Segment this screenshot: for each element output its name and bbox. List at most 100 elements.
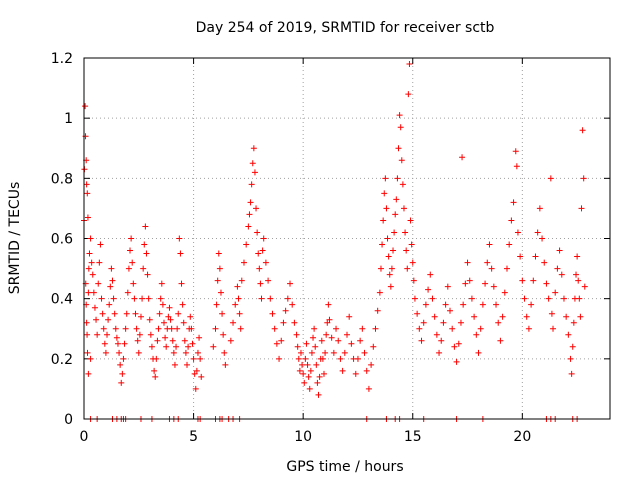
- data-point: [455, 340, 462, 347]
- data-point: [490, 283, 497, 290]
- data-point: [565, 331, 572, 338]
- data-point: [114, 340, 121, 347]
- data-point: [116, 349, 123, 356]
- data-point: [305, 373, 312, 380]
- data-point: [187, 313, 194, 320]
- data-point: [221, 349, 228, 356]
- data-point: [578, 205, 585, 212]
- data-point: [156, 310, 163, 317]
- data-point: [348, 340, 355, 347]
- data-point: [105, 316, 112, 323]
- data-point: [495, 319, 502, 326]
- data-point: [379, 241, 386, 248]
- data-point: [258, 295, 265, 302]
- data-point: [459, 154, 466, 161]
- data-point: [83, 181, 90, 188]
- data-point: [468, 295, 475, 302]
- data-point: [384, 235, 391, 242]
- data-point: [246, 211, 253, 218]
- data-point: [134, 337, 141, 344]
- data-point: [222, 361, 229, 368]
- data-point: [418, 337, 425, 344]
- data-point: [106, 301, 113, 308]
- data-point: [506, 241, 513, 248]
- data-point: [255, 250, 262, 257]
- data-point: [104, 331, 111, 338]
- data-point: [464, 259, 471, 266]
- data-point: [157, 295, 164, 302]
- data-point: [177, 250, 184, 257]
- data-point: [278, 337, 285, 344]
- data-point: [359, 325, 366, 332]
- data-point: [341, 349, 348, 356]
- data-point: [118, 379, 125, 386]
- data-point: [291, 319, 298, 326]
- data-point: [110, 295, 117, 302]
- data-point: [189, 340, 196, 347]
- data-point: [214, 277, 221, 284]
- data-point: [354, 355, 361, 362]
- data-point: [306, 385, 313, 392]
- data-point: [380, 217, 387, 224]
- data-point: [392, 211, 399, 218]
- data-point: [130, 280, 137, 287]
- data-point: [381, 190, 388, 197]
- y-tick-label: 1: [64, 111, 73, 127]
- data-point: [151, 367, 158, 374]
- data-point: [100, 325, 107, 332]
- data-point: [293, 331, 300, 338]
- data-point: [87, 235, 94, 242]
- data-point: [196, 334, 203, 341]
- data-point: [169, 337, 176, 344]
- data-point: [363, 367, 370, 374]
- data-point: [141, 241, 148, 248]
- data-point: [249, 160, 256, 167]
- data-point: [174, 325, 181, 332]
- data-point: [410, 277, 417, 284]
- data-point: [322, 349, 329, 356]
- data-point: [400, 205, 407, 212]
- data-point: [101, 340, 108, 347]
- data-point: [310, 334, 317, 341]
- data-point: [155, 325, 162, 332]
- data-point: [449, 325, 456, 332]
- y-tick-label: 0.6: [51, 232, 73, 248]
- data-point: [152, 373, 159, 380]
- data-point: [508, 217, 515, 224]
- y-tick-label: 0: [64, 412, 73, 428]
- data-point: [122, 325, 129, 332]
- data-point: [216, 265, 223, 272]
- data-point: [497, 337, 504, 344]
- data-point: [554, 265, 561, 272]
- data-point: [265, 277, 272, 284]
- data-point: [191, 370, 198, 377]
- data-point: [323, 331, 330, 338]
- data-point: [82, 103, 89, 110]
- data-point: [297, 349, 304, 356]
- data-point: [337, 355, 344, 362]
- data-point: [111, 310, 118, 317]
- data-point: [120, 355, 127, 362]
- data-point: [510, 199, 517, 206]
- data-point: [425, 286, 432, 293]
- data-point: [581, 283, 588, 290]
- x-tick-label: 10: [294, 429, 312, 445]
- data-point: [396, 112, 403, 119]
- y-tick-label: 1.2: [51, 51, 73, 67]
- data-point: [85, 265, 92, 272]
- data-point: [514, 229, 521, 236]
- data-point: [140, 265, 147, 272]
- data-point: [560, 295, 567, 302]
- data-point: [295, 355, 302, 362]
- data-point: [232, 301, 239, 308]
- data-point: [175, 310, 182, 317]
- data-point: [154, 337, 161, 344]
- data-point: [182, 349, 189, 356]
- y-axis-title: SRMTID / TECUs: [7, 182, 23, 295]
- data-point: [84, 331, 91, 338]
- data-point: [121, 340, 128, 347]
- data-point: [139, 295, 146, 302]
- plot-frame: [83, 57, 611, 420]
- data-point: [409, 259, 416, 266]
- data-point: [324, 319, 331, 326]
